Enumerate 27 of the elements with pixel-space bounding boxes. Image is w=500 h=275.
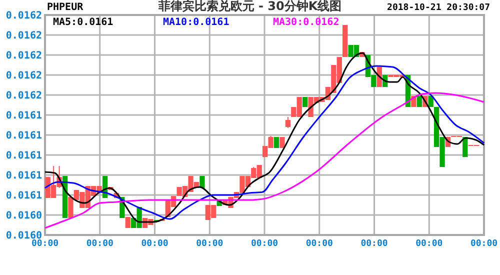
candlestick <box>285 116 291 128</box>
x-tick-label: 00:00 <box>250 239 278 249</box>
y-tick-label: 0.0161 <box>6 190 42 202</box>
x-tick-label: 00:00 <box>306 239 333 249</box>
x-tick-label: 00:00 <box>470 239 498 249</box>
x-tick-label: 00:00 <box>86 239 114 249</box>
x-tick-label: 00:00 <box>31 239 59 249</box>
line-series <box>44 92 485 229</box>
y-tick-label: 0.0160 <box>6 210 42 222</box>
text: MA30:0.0162 <box>273 17 340 28</box>
y-tick-label: 0.0161 <box>6 110 42 122</box>
x-tick-label: 00:00 <box>416 239 443 249</box>
text: 2018-10-21 20:30:07 <box>387 3 490 13</box>
x-tick-label: 00:00 <box>196 239 224 249</box>
text: MA10:0.0161 <box>163 17 230 28</box>
y-tick-label: 0.0161 <box>6 150 42 162</box>
y-tick-label: 0.0162 <box>6 90 42 102</box>
y-tick-label: 0.0162 <box>6 10 42 22</box>
x-tick-label: 00:00 <box>141 239 168 249</box>
y-tick-label: 0.0161 <box>6 130 42 142</box>
text: MA5:0.0161 <box>53 17 114 28</box>
text: PHPEUR <box>47 2 84 13</box>
y-tick-label: 0.0162 <box>6 30 42 42</box>
y-tick-label: 0.0161 <box>6 170 42 182</box>
y-tick-label: 0.0162 <box>6 50 42 62</box>
x-tick-label: 00:00 <box>360 239 388 249</box>
y-tick-label: 0.0162 <box>6 70 42 82</box>
